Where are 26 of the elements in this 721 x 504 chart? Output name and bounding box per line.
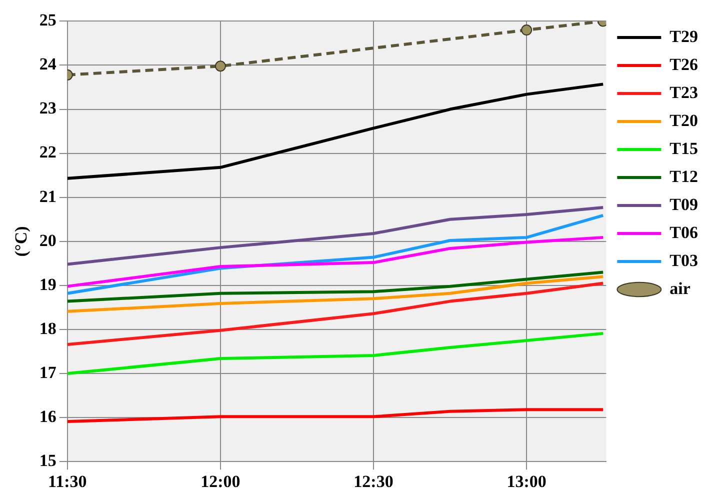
y-axis-title: (°C) (12, 226, 31, 257)
y-tick-label: 21 (39, 186, 56, 206)
x-tick-label: 11:30 (48, 472, 87, 492)
legend-label: T20 (670, 110, 698, 130)
y-tick-label: 18 (39, 318, 56, 338)
y-tick-label: 16 (39, 406, 56, 426)
legend-label: T29 (670, 26, 698, 46)
legend-label: T26 (670, 54, 698, 74)
legend-label: T23 (670, 82, 698, 102)
y-tick-label: 20 (39, 230, 56, 250)
y-tick-label: 15 (39, 450, 56, 470)
legend-label: T15 (670, 138, 698, 158)
x-tick-label: 12:00 (200, 472, 240, 492)
legend-label: T06 (670, 222, 698, 242)
x-tick-label: 12:30 (354, 472, 394, 492)
y-tick-label: 17 (39, 362, 57, 382)
y-tick-label: 25 (39, 10, 56, 30)
legend-label: T09 (670, 194, 698, 214)
legend-label: T03 (670, 250, 698, 270)
legend-label: air (670, 278, 691, 298)
legend-label: T12 (670, 166, 698, 186)
x-tick-label: 13:00 (506, 472, 546, 492)
y-tick-label: 19 (39, 274, 56, 294)
y-tick-label: 24 (39, 54, 57, 74)
y-tick-label: 23 (39, 98, 56, 118)
y-tick-label: 22 (39, 142, 56, 162)
